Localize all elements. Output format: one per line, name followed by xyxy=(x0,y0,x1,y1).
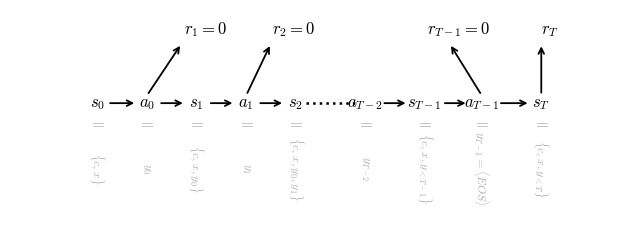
Text: $=$: $=$ xyxy=(188,114,205,131)
Text: $=$: $=$ xyxy=(138,114,156,131)
Text: $\{c, x, y_0\}$: $\{c, x, y_0\}$ xyxy=(188,145,205,192)
Text: $a_{T-2}$: $a_{T-2}$ xyxy=(347,95,383,112)
Text: $s_0$: $s_0$ xyxy=(90,95,105,112)
Text: $=$: $=$ xyxy=(474,114,490,131)
Text: $=$: $=$ xyxy=(89,114,106,131)
Text: $=$: $=$ xyxy=(237,114,255,131)
Text: $\{c, x, y_0, y_1\}$: $\{c, x, y_0, y_1\}$ xyxy=(287,137,305,200)
Text: $=$: $=$ xyxy=(416,114,433,131)
Text: $y_{T-2}$: $y_{T-2}$ xyxy=(358,156,372,181)
Text: $=$: $=$ xyxy=(533,114,550,131)
Text: $a_{T-1}$: $a_{T-1}$ xyxy=(464,95,500,112)
Text: $r_1 = 0$: $r_1 = 0$ xyxy=(184,20,227,39)
Text: $s_{T-1}$: $s_{T-1}$ xyxy=(408,95,442,112)
Text: $y_0$: $y_0$ xyxy=(140,163,154,174)
Text: $a_1$: $a_1$ xyxy=(238,95,254,112)
Text: $s_2$: $s_2$ xyxy=(288,95,303,112)
Text: $y_1$: $y_1$ xyxy=(239,163,253,174)
Text: $a_0$: $a_0$ xyxy=(139,95,155,112)
Text: $s_T$: $s_T$ xyxy=(532,95,550,112)
Text: $r_{T-1} = 0$: $r_{T-1} = 0$ xyxy=(428,20,490,39)
Text: $=$: $=$ xyxy=(356,114,374,131)
Text: $s_1$: $s_1$ xyxy=(189,95,204,112)
Text: $\{c, x\}$: $\{c, x\}$ xyxy=(88,153,106,184)
Text: $=$: $=$ xyxy=(287,114,304,131)
Text: $y_{T-1} = \langle EOS \rangle$: $y_{T-1} = \langle EOS \rangle$ xyxy=(472,131,492,206)
Text: $r_2 = 0$: $r_2 = 0$ xyxy=(273,20,316,39)
Text: $\{c, x, y_{<T}\}$: $\{c, x, y_{<T}\}$ xyxy=(532,140,550,198)
Text: $r_T$: $r_T$ xyxy=(541,22,559,39)
Text: $\{c, x, y_{<T-1}\}$: $\{c, x, y_{<T-1}\}$ xyxy=(415,133,434,204)
